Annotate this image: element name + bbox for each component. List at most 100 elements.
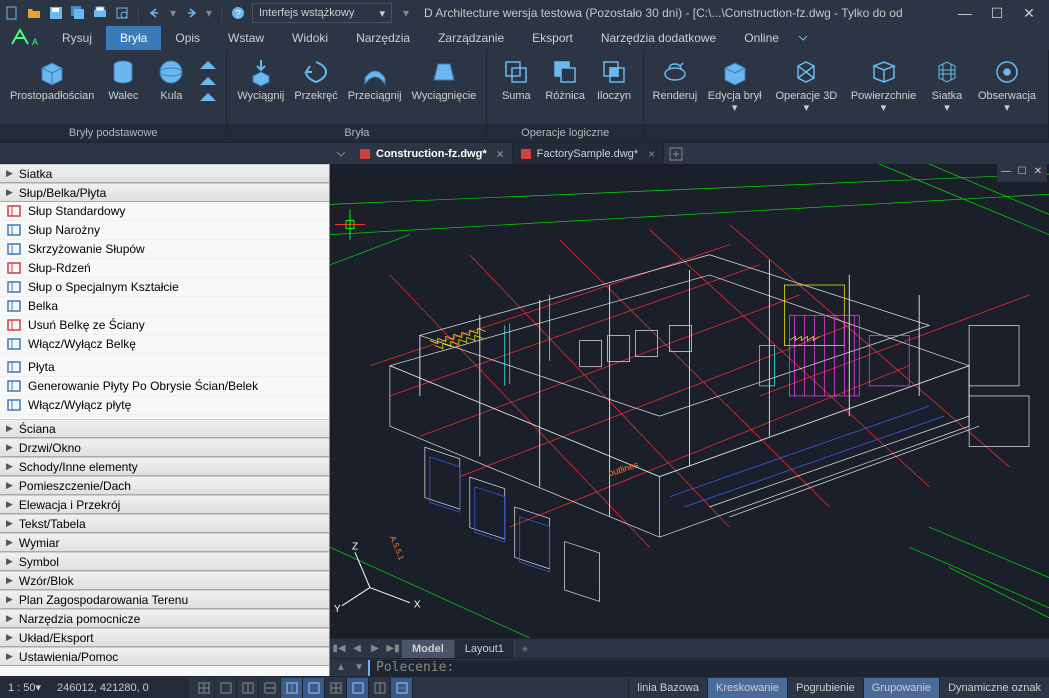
app-logo[interactable]: A: [0, 26, 48, 50]
command-input[interactable]: Polecenie:: [368, 660, 1049, 676]
sidebar-header[interactable]: ▶Drzwi/Okno: [0, 438, 329, 457]
main-tab-wstaw[interactable]: Wstaw: [214, 26, 278, 50]
wedge-icon[interactable]: [198, 58, 218, 72]
scale-display[interactable]: 1 : 50▾: [0, 678, 49, 698]
main-tab-narzędzia[interactable]: Narzędzia: [342, 26, 424, 50]
status-sel-toggle[interactable]: [391, 678, 413, 698]
layout-tab-layout1[interactable]: Layout1: [455, 640, 515, 658]
cone-icon[interactable]: [198, 90, 218, 104]
sidebar-header[interactable]: ▶Wymiar: [0, 533, 329, 552]
main-tab-online[interactable]: Online: [730, 26, 793, 50]
main-tab-narzędzia-dodatkowe[interactable]: Narzędzia dodatkowe: [587, 26, 730, 50]
sidebar-header[interactable]: ▶Tekst/Tabela: [0, 514, 329, 533]
sidebar-header[interactable]: ▶Schody/Inne elementy: [0, 457, 329, 476]
plot-icon[interactable]: [92, 5, 108, 21]
minimize-button[interactable]: —: [953, 3, 977, 23]
ribbon-loft-button[interactable]: Wyciągnięcie: [408, 54, 481, 104]
main-tab-zarządzanie[interactable]: Zarządzanie: [424, 26, 518, 50]
doctab-menu-icon[interactable]: [334, 147, 348, 161]
help-icon[interactable]: ?: [230, 5, 246, 21]
layout-next-icon[interactable]: ▶: [366, 640, 384, 658]
ribbon-subtract-button[interactable]: Różnica: [541, 54, 589, 104]
ribbon-mesh-button[interactable]: Siatka ▾: [924, 54, 970, 116]
sidebar-header[interactable]: ▶Symbol: [0, 552, 329, 571]
sidebar-item[interactable]: Skrzyżowanie Słupów: [0, 240, 329, 259]
ribbon-render-button[interactable]: Renderuj: [650, 54, 700, 104]
ribbon-expand-icon[interactable]: [793, 26, 813, 50]
new-doc-button[interactable]: [664, 144, 688, 164]
sidebar-item[interactable]: Słup-Rdzeń: [0, 259, 329, 278]
ribbon-union-button[interactable]: Suma: [493, 54, 539, 104]
status-lwt-toggle[interactable]: [347, 678, 369, 698]
maximize-button[interactable]: ☐: [985, 3, 1009, 23]
status-pogrubienie-toggle[interactable]: Pogrubienie: [787, 678, 863, 698]
sidebar-item[interactable]: Słup Standardowy: [0, 202, 329, 221]
ribbon-ops3d-button[interactable]: Operacje 3D ▾: [770, 54, 843, 116]
ribbon-revolve-button[interactable]: Przekręć: [290, 54, 341, 104]
sidebar-item[interactable]: Słup Narożny: [0, 221, 329, 240]
sidebar-header[interactable]: ▶Słup/Belka/Płyta: [0, 183, 329, 202]
ribbon-intersect-button[interactable]: Iloczyn: [591, 54, 637, 104]
status-grupowanie-toggle[interactable]: Grupowanie: [863, 678, 939, 698]
close-button[interactable]: ✕: [1017, 3, 1041, 23]
sidebar-item[interactable]: Włącz/Wyłącz płytę: [0, 396, 329, 415]
redo-icon[interactable]: [183, 5, 199, 21]
viewport-maximize-icon[interactable]: ☐: [1015, 166, 1029, 180]
sidebar-header[interactable]: ▶Plan Zagospodarowania Terenu: [0, 590, 329, 609]
status-kreskowanie-toggle[interactable]: Kreskowanie: [707, 678, 787, 698]
status-grid-toggle[interactable]: [193, 678, 215, 698]
new-file-icon[interactable]: [4, 5, 20, 21]
status-dyn-toggle[interactable]: [325, 678, 347, 698]
cmd-history-down-icon[interactable]: ▼: [350, 660, 368, 676]
main-tab-eksport[interactable]: Eksport: [518, 26, 587, 50]
save-all-icon[interactable]: [70, 5, 86, 21]
sidebar-header[interactable]: ▶Ściana: [0, 419, 329, 438]
save-icon[interactable]: [48, 5, 64, 21]
ribbon-box-button[interactable]: Prostopadłościan: [6, 54, 98, 104]
sidebar-header[interactable]: ▶Ustawienia/Pomoc: [0, 647, 329, 666]
sidebar-item[interactable]: Płyta: [0, 358, 329, 377]
sidebar-header[interactable]: ▶Układ/Eksport: [0, 628, 329, 647]
doc-tab[interactable]: FactorySample.dwg*×: [513, 143, 665, 165]
close-icon[interactable]: ×: [497, 147, 504, 161]
layout-prev-icon[interactable]: ◀: [348, 640, 366, 658]
torus-icon[interactable]: [198, 74, 218, 88]
viewport-close-icon[interactable]: ✕: [1031, 166, 1045, 180]
main-tab-bryła[interactable]: Bryła: [106, 26, 161, 50]
doc-tab[interactable]: Construction-fz.dwg*×: [352, 143, 513, 165]
main-tab-opis[interactable]: Opis: [161, 26, 214, 50]
sidebar-item[interactable]: Usuń Belkę ze Ściany: [0, 316, 329, 335]
ribbon-extrude-button[interactable]: Wyciągnij: [233, 54, 288, 104]
sidebar-item[interactable]: Włącz/Wyłącz Belkę: [0, 335, 329, 354]
open-folder-icon[interactable]: [26, 5, 42, 21]
sidebar-header[interactable]: ▶Pomieszczenie/Dach: [0, 476, 329, 495]
ribbon-sphere-button[interactable]: Kula: [148, 54, 194, 104]
status-otrack-toggle[interactable]: [303, 678, 325, 698]
sidebar-item[interactable]: Belka: [0, 297, 329, 316]
layout-first-icon[interactable]: ▮◀: [330, 640, 348, 658]
sidebar-header[interactable]: ▶Siatka: [0, 164, 329, 183]
cmd-history-up-icon[interactable]: ▲: [332, 660, 350, 676]
status-dynamiczne-oznak-toggle[interactable]: Dynamiczne oznak: [939, 678, 1049, 698]
sidebar-header[interactable]: ▶Narzędzia pomocnicze: [0, 609, 329, 628]
drawing-canvas[interactable]: outlines A.5.5.1 X Z Y: [330, 164, 1049, 638]
ribbon-observe-button[interactable]: Obserwacja ▾: [972, 54, 1042, 116]
undo-dropdown-icon[interactable]: ▾: [169, 5, 177, 21]
ribbon-edit-button[interactable]: Edycja brył ▾: [702, 54, 768, 116]
status-ortho-toggle[interactable]: [237, 678, 259, 698]
sidebar-header[interactable]: ▶Wzór/Blok: [0, 571, 329, 590]
status-osnap-toggle[interactable]: [281, 678, 303, 698]
sidebar-header[interactable]: ▶Elewacja i Przekrój: [0, 495, 329, 514]
sidebar-item[interactable]: Słup o Specjalnym Kształcie: [0, 278, 329, 297]
status-polar-toggle[interactable]: [259, 678, 281, 698]
viewport-minimize-icon[interactable]: —: [999, 166, 1013, 180]
status-qp-toggle[interactable]: [369, 678, 391, 698]
layout-last-icon[interactable]: ▶▮: [384, 640, 402, 658]
layout-tab-model[interactable]: Model: [402, 640, 455, 658]
ribbon-cylinder-button[interactable]: Walec: [100, 54, 146, 104]
status-linia-bazowa-toggle[interactable]: linia Bazowa: [628, 678, 707, 698]
print-preview-icon[interactable]: [114, 5, 130, 21]
sidebar-item[interactable]: Generowanie Płyty Po Obrysie Ścian/Belek: [0, 377, 329, 396]
status-snap-toggle[interactable]: [215, 678, 237, 698]
main-tab-rysuj[interactable]: Rysuj: [48, 26, 106, 50]
